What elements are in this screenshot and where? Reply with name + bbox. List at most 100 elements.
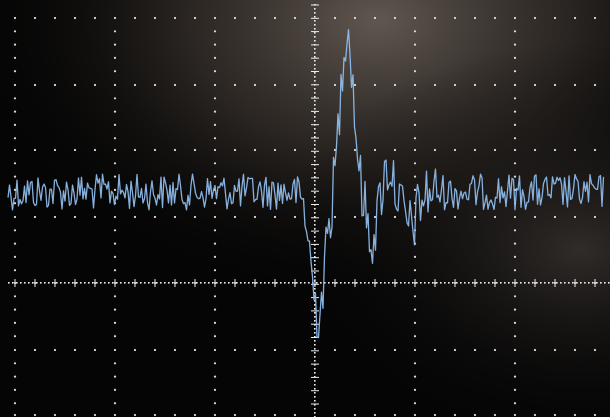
center-axis-dot <box>314 28 316 30</box>
center-axis-dot <box>148 282 150 284</box>
center-axis-dot <box>252 282 254 284</box>
graticule-dot <box>574 216 576 218</box>
graticule-dot <box>454 149 456 151</box>
graticule-dot <box>14 269 16 271</box>
center-axis-dot <box>314 56 316 58</box>
center-axis-dot <box>136 282 138 284</box>
graticule-dot <box>14 362 16 364</box>
center-axis-dot <box>28 282 30 284</box>
graticule-dot <box>34 149 36 151</box>
center-axis-dot <box>156 282 158 284</box>
center-axis-dot <box>314 316 316 318</box>
graticule-dot <box>414 269 416 271</box>
graticule-dot <box>514 256 516 258</box>
graticule-dot <box>214 30 216 32</box>
graticule-dot <box>514 17 516 19</box>
center-axis-dot <box>228 282 230 284</box>
graticule-dot <box>294 17 296 19</box>
graticule-dot <box>414 335 416 337</box>
graticule-dot <box>554 17 556 19</box>
center-axis-dot <box>314 308 316 310</box>
graticule-dot <box>114 124 116 126</box>
graticule-dot <box>14 349 16 351</box>
center-axis-dot <box>360 282 362 284</box>
graticule-dot <box>414 309 416 311</box>
graticule-dot <box>514 70 516 72</box>
center-axis-dot <box>584 282 586 284</box>
center-axis-dot <box>608 282 610 284</box>
graticule-dot <box>474 17 476 19</box>
center-axis-dot <box>314 312 316 314</box>
center-axis-dot <box>314 12 316 14</box>
graticule-dot <box>414 30 416 32</box>
graticule-dot <box>334 17 336 19</box>
center-axis-dot <box>314 240 316 242</box>
graticule-dot <box>214 84 216 86</box>
center-axis-dot <box>314 408 316 410</box>
center-axis-dot <box>272 282 274 284</box>
center-axis-dot <box>314 76 316 78</box>
graticule-dot <box>114 335 116 337</box>
graticule-dot <box>114 84 116 86</box>
graticule-dot <box>434 216 436 218</box>
graticule-dot <box>394 414 396 416</box>
center-axis-dot <box>314 264 316 266</box>
graticule-dot <box>114 349 116 351</box>
center-axis-dot <box>288 282 290 284</box>
graticule-dot <box>514 349 516 351</box>
graticule-dot <box>414 176 416 178</box>
graticule-dot <box>114 189 116 191</box>
graticule-dot <box>214 414 216 416</box>
center-axis-dot <box>314 372 316 374</box>
center-axis-dot <box>332 282 334 284</box>
graticule-dot <box>514 322 516 324</box>
graticule-dot <box>294 149 296 151</box>
graticule-dot <box>414 402 416 404</box>
center-axis-dot <box>314 80 316 82</box>
center-axis-dot <box>320 282 322 284</box>
graticule-dot <box>414 149 416 151</box>
graticule-dot <box>214 376 216 378</box>
center-axis-dot <box>592 282 594 284</box>
graticule-dot <box>374 149 376 151</box>
graticule-dot <box>14 243 16 245</box>
graticule-dot <box>154 17 156 19</box>
center-axis-dot <box>314 248 316 250</box>
center-axis-dot <box>568 282 570 284</box>
graticule-dot <box>334 84 336 86</box>
graticule-dot <box>54 84 56 86</box>
center-axis-dot <box>76 282 78 284</box>
center-axis-dot <box>16 282 18 284</box>
graticule-dot <box>14 402 16 404</box>
graticule-dot <box>374 17 376 19</box>
center-axis-dot <box>516 282 518 284</box>
center-axis-dot <box>388 282 390 284</box>
center-axis-dot <box>314 224 316 226</box>
graticule-dot <box>514 176 516 178</box>
graticule-dot <box>514 111 516 113</box>
center-axis-dot <box>314 152 316 154</box>
graticule-dot <box>354 84 356 86</box>
center-axis-dot <box>224 282 226 284</box>
center-axis-dot <box>536 282 538 284</box>
graticule-dot <box>534 17 536 19</box>
center-axis-dot <box>314 272 316 274</box>
graticule-dot <box>514 295 516 297</box>
graticule-dot <box>214 269 216 271</box>
graticule-dot <box>514 402 516 404</box>
graticule-dot <box>514 97 516 99</box>
center-axis-dot <box>314 36 316 38</box>
graticule-dot <box>74 149 76 151</box>
center-axis-dot <box>428 282 430 284</box>
center-axis-dot <box>408 282 410 284</box>
graticule-dot <box>534 216 536 218</box>
graticule-dot <box>354 349 356 351</box>
graticule-dot <box>494 349 496 351</box>
center-axis-dot <box>164 282 166 284</box>
graticule-dot <box>114 30 116 32</box>
graticule-dot <box>114 57 116 59</box>
graticule-dot <box>214 362 216 364</box>
graticule-dot <box>374 84 376 86</box>
center-axis-dot <box>314 60 316 62</box>
graticule-dot <box>14 149 16 151</box>
